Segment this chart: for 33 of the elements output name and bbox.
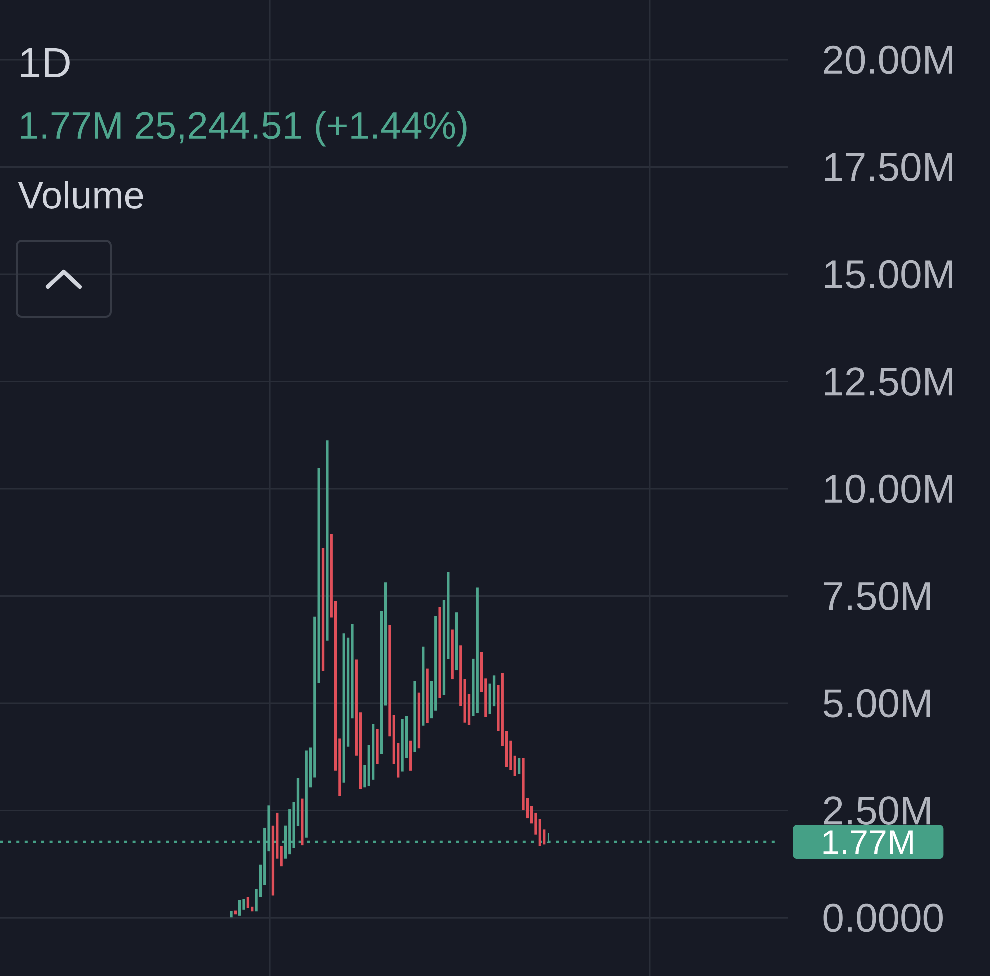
candlestick — [342, 634, 346, 783]
candlestick — [422, 646, 425, 726]
candlestick — [410, 740, 412, 771]
candlestick — [376, 729, 379, 764]
ref-line-label: 1.77M — [824, 830, 913, 854]
candlestick — [401, 719, 404, 772]
y-tick-label: 7.50M — [824, 582, 930, 610]
y-tick-label: 17.50M — [825, 153, 952, 182]
candlestick — [326, 440, 329, 641]
text: 1D — [21, 48, 70, 78]
candlestick — [246, 897, 250, 908]
y-tick-label: 12.50M — [825, 368, 952, 396]
candlestick — [438, 607, 442, 698]
candlestick — [451, 630, 454, 680]
candlestick — [476, 588, 479, 713]
candlestick — [418, 692, 421, 749]
y-tick-label: 20.00M — [824, 46, 952, 74]
y-tick-label: 15.00M — [825, 260, 952, 289]
candlestick — [305, 750, 308, 838]
candlestick — [238, 900, 242, 916]
candlestick — [230, 911, 233, 918]
y-tick-label: 0.0000 — [824, 904, 943, 932]
candlestick — [301, 798, 304, 846]
annotation: Volume — [18, 181, 144, 209]
text: 1.77M 25,244.51 (+1.44%) — [21, 111, 467, 147]
candlestick — [518, 758, 521, 774]
y-tick-label: 5.00M — [824, 689, 930, 718]
candlestick — [455, 612, 458, 671]
candlestick — [322, 548, 325, 672]
candlestick — [414, 681, 416, 752]
y-tick-label: 2.50M — [824, 796, 930, 825]
y-tick-label: 10.00M — [825, 474, 952, 504]
candlestick — [426, 668, 429, 724]
